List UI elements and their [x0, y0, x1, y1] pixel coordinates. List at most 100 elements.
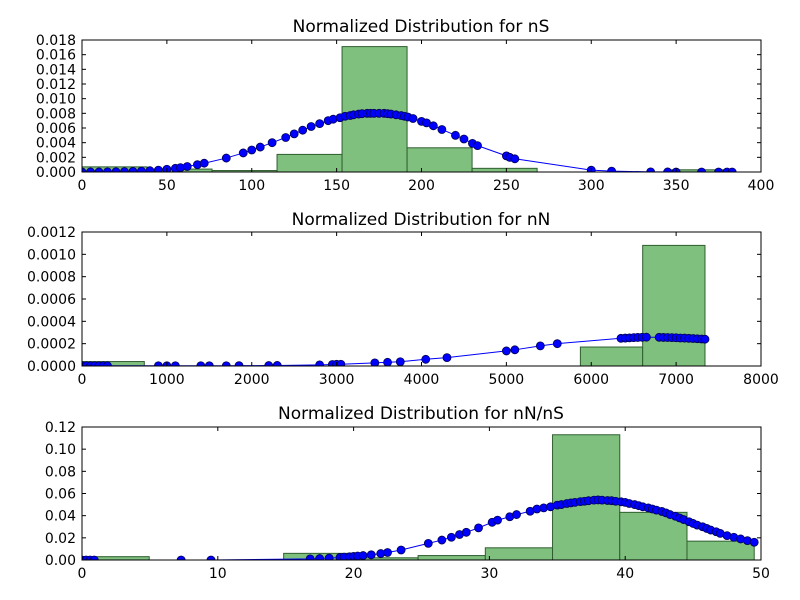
x-tick-label: 400 — [748, 178, 775, 194]
x-tick-label: 250 — [493, 178, 520, 194]
density-curve-point — [247, 145, 257, 155]
density-curve-point — [408, 114, 418, 123]
y-tick-label: 0.006 — [36, 121, 76, 137]
y-tick-label: 0.04 — [45, 509, 76, 525]
density-curve-point — [358, 551, 368, 560]
density-curve-point — [642, 332, 651, 342]
x-tick-label: 50 — [158, 178, 176, 194]
plot-content-ns — [82, 46, 737, 172]
density-curve-point — [383, 357, 392, 366]
density-curve-point — [315, 554, 325, 560]
x-tick-label: 30 — [480, 566, 498, 582]
density-curve-point — [272, 361, 282, 366]
histogram-bar — [579, 346, 644, 366]
y-tick-label: 0.0006 — [27, 292, 76, 308]
density-curve-point — [255, 142, 265, 152]
density-curve-point — [182, 162, 192, 171]
y-tick-label: 0.010 — [36, 92, 76, 108]
density-curve-point — [315, 119, 325, 128]
x-tick-label: 150 — [323, 178, 350, 194]
density-curve-point — [510, 154, 520, 164]
density-curve-point — [395, 357, 405, 366]
y-tick-label: 0.016 — [36, 48, 76, 64]
density-curve-point — [473, 141, 482, 151]
panel-ns: Normalized Distribution for nS 0 50 100 150… — [36, 17, 774, 194]
density-curve-point — [370, 358, 380, 366]
density-curve-point — [421, 354, 431, 364]
x-tick-label: 4000 — [404, 372, 440, 388]
x-tick-label: 7000 — [658, 372, 694, 388]
x-tick-label: 5000 — [489, 372, 525, 388]
y-tick-label: 0.012 — [36, 77, 76, 93]
density-curve-point — [501, 346, 511, 356]
y-tick-label: 0.018 — [36, 33, 76, 49]
x-tick-label: 8000 — [743, 372, 779, 388]
plot-area-nn: 0 1000 2000 3000 4000 5000 6000 7000 8000 0.0000 0… — [27, 225, 779, 388]
y-tick-label: 0.0008 — [27, 270, 76, 286]
density-curve-point — [176, 555, 186, 560]
histogram-bar — [406, 147, 473, 172]
x-tick-label: 200 — [408, 178, 435, 194]
panel-nn-ns: Normalized Distribution for nN/nS 0 10 20 3… — [45, 404, 770, 582]
density-curve-point — [714, 167, 723, 172]
density-curve-point — [315, 360, 325, 366]
density-curve-point — [607, 166, 617, 172]
density-curve-point — [446, 532, 456, 542]
histogram-bar — [471, 167, 538, 172]
x-tick-label: 300 — [578, 178, 605, 194]
y-tick-label: 0.00 — [45, 553, 76, 569]
density-curve-point — [474, 523, 483, 533]
x-tick-label: 10 — [209, 566, 227, 582]
density-curve-point — [451, 130, 460, 140]
density-curve-point — [298, 125, 308, 135]
density-curve-point — [306, 122, 316, 131]
x-tick-label: 0 — [78, 372, 87, 388]
density-curve-point — [423, 538, 433, 548]
density-curve-point — [366, 550, 376, 560]
plot-content-nn — [82, 244, 710, 366]
y-tick-label: 0.002 — [36, 150, 76, 166]
y-tick-label: 0.000 — [36, 165, 76, 181]
chart-title-ns: Normalized Distribution for nS — [293, 17, 550, 37]
density-curve-point — [238, 148, 248, 158]
chart-title-nn: Normalized Distribution for nN — [292, 210, 551, 230]
density-curve-point — [512, 510, 521, 519]
y-tick-label: 0.10 — [45, 442, 76, 458]
x-tick-label: 0 — [78, 178, 87, 194]
x-tick-label: 20 — [345, 566, 363, 582]
density-curve-point — [493, 515, 502, 525]
density-curve-point — [206, 555, 216, 560]
y-tick-label: 0.02 — [45, 531, 76, 547]
histogram-bar — [484, 547, 554, 560]
plot-content-nn-ns — [82, 434, 759, 560]
density-curve-point — [700, 334, 710, 344]
density-curve-point — [552, 339, 562, 349]
density-curve-point — [459, 134, 469, 144]
histogram-bar — [642, 244, 706, 366]
y-tick-label: 0.004 — [36, 136, 76, 152]
density-curve-point — [289, 129, 299, 139]
y-tick-label: 0.0010 — [27, 247, 76, 263]
histogram-bar — [417, 555, 486, 560]
density-curve-point — [396, 545, 406, 555]
density-curve-point — [281, 133, 291, 142]
chart-title-nn-ns: Normalized Distribution for nN/nS — [278, 404, 564, 424]
density-curve-point — [727, 167, 737, 172]
y-tick-label: 0.014 — [36, 62, 76, 78]
density-curve-point — [221, 153, 231, 163]
density-curve-point — [461, 527, 471, 537]
density-curve-point — [128, 167, 138, 172]
density-curve-point — [437, 125, 447, 134]
density-curve-point — [749, 537, 759, 547]
density-curve-point — [324, 553, 334, 560]
density-curve-point — [383, 548, 392, 557]
x-tick-label: 6000 — [573, 372, 609, 388]
density-curve-point — [199, 158, 209, 168]
x-tick-label: 1000 — [149, 372, 185, 388]
y-tick-label: 0.0004 — [27, 314, 76, 330]
y-tick-label: 0.08 — [45, 464, 76, 480]
panel-nn: Normalized Distribution for nN 0 1000 2000… — [27, 210, 779, 388]
x-tick-label: 0 — [78, 566, 87, 582]
x-tick-label: 100 — [238, 178, 265, 194]
density-curve-point — [442, 353, 452, 363]
